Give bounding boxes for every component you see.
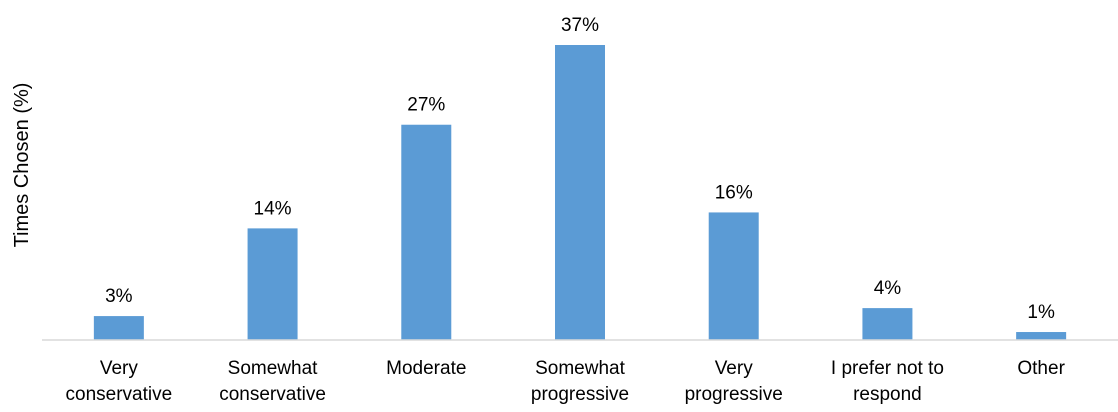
x-tick-label-line: Very [715,358,754,379]
x-tick-label-1: Somewhat conservative [219,358,326,405]
x-tick-label-line: conservative [219,384,326,405]
x-tick-label-6: Other [1017,358,1065,379]
data-label-1: 14% [254,198,292,219]
x-tick-label-line: I prefer not to [831,358,944,379]
bar-5 [862,308,913,340]
plot-area: 3% Very conservative 14% Somewhat conservativ… [66,15,1067,405]
bar-3 [555,45,605,340]
x-tick-label-line: Other [1017,358,1065,379]
y-axis-title: Times Chosen (%) [11,83,33,248]
data-label-3: 37% [561,15,599,36]
x-tick-label-line: Somewhat [535,358,625,379]
data-label-6: 1% [1027,302,1055,323]
bar-1 [247,228,298,340]
data-label-5: 4% [874,278,902,299]
x-tick-label-line: respond [853,384,922,405]
data-label-0: 3% [105,286,133,307]
x-tick-label-4: Very progressive [685,358,783,405]
bar-6 [1016,332,1067,340]
x-tick-label-line: Somewhat [228,358,318,379]
bar-4 [708,212,759,340]
x-tick-label-line: Very [100,358,139,379]
x-tick-label-3: Somewhat progressive [531,358,629,405]
x-tick-label-2: Moderate [386,358,466,379]
x-tick-label-line: progressive [531,384,629,405]
x-tick-label-0: Very conservative [66,358,173,405]
data-label-2: 27% [407,95,445,116]
x-tick-label-line: conservative [66,384,173,405]
x-tick-label-5: I prefer not to respond [831,358,944,405]
bar-0 [93,316,144,340]
bar-2 [401,124,452,340]
x-tick-label-line: Moderate [386,358,466,379]
data-label-4: 16% [715,182,753,203]
x-tick-label-line: progressive [685,384,783,405]
